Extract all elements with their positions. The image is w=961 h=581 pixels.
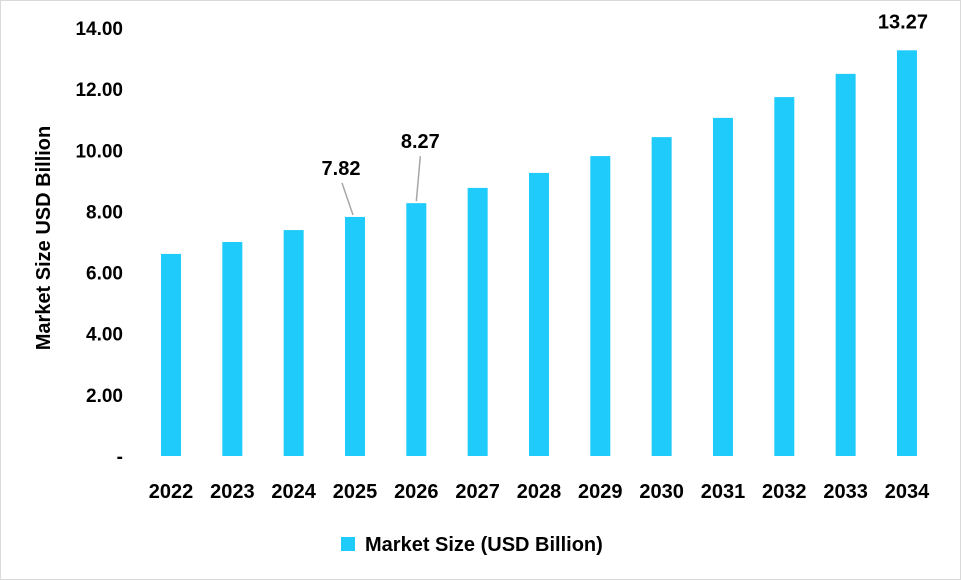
y-tick-label: 2.00 [86,386,123,407]
x-tick-label: 2022 [149,481,194,503]
x-tick-label: 2033 [823,481,868,503]
bar-2029 [590,156,611,456]
x-tick-label: 2031 [701,481,746,503]
y-tick-label: 14.00 [75,19,123,40]
x-tick-label: 2026 [394,481,439,503]
x-tick-label: 2027 [455,481,500,503]
bar-2024 [283,230,304,456]
leader-line [341,182,354,216]
bar-2028 [528,172,549,456]
x-tick-label: 2023 [210,481,255,503]
bar-2034 [896,50,917,457]
x-tick-label: 2029 [578,481,623,503]
legend-label: Market Size (USD Billion) [365,534,603,556]
y-tick-label: 6.00 [86,264,123,285]
leader-line [415,156,422,202]
bar-2032 [774,97,795,456]
x-tick-label: 2032 [762,481,807,503]
bar-2023 [222,242,243,456]
x-tick-label: 2034 [885,481,930,503]
y-tick-label: 4.00 [86,325,123,346]
bar-2031 [712,117,733,456]
x-tick-label: 2030 [639,481,684,503]
y-tick-label: - [117,447,123,468]
bar-2022 [161,253,181,456]
data-label-2034: 13.27 [878,11,928,33]
x-tick-label: 2024 [271,481,316,503]
x-tick-label: 2028 [517,481,562,503]
y-tick-label: 10.00 [75,141,123,162]
y-axis-title: Market Size USD Billion [33,126,55,351]
y-tick-label: 12.00 [75,80,123,101]
bar-2025 [344,216,365,456]
y-tick-label: 8.00 [86,202,123,223]
bar-2027 [467,187,488,457]
bar-2033 [835,73,856,456]
data-label-2025: 7.82 [322,158,361,180]
x-tick-label: 2025 [333,481,378,503]
data-label-2026: 8.27 [401,131,440,153]
legend-swatch [341,537,355,551]
bar-2026 [406,203,427,456]
bar-2030 [651,137,672,456]
